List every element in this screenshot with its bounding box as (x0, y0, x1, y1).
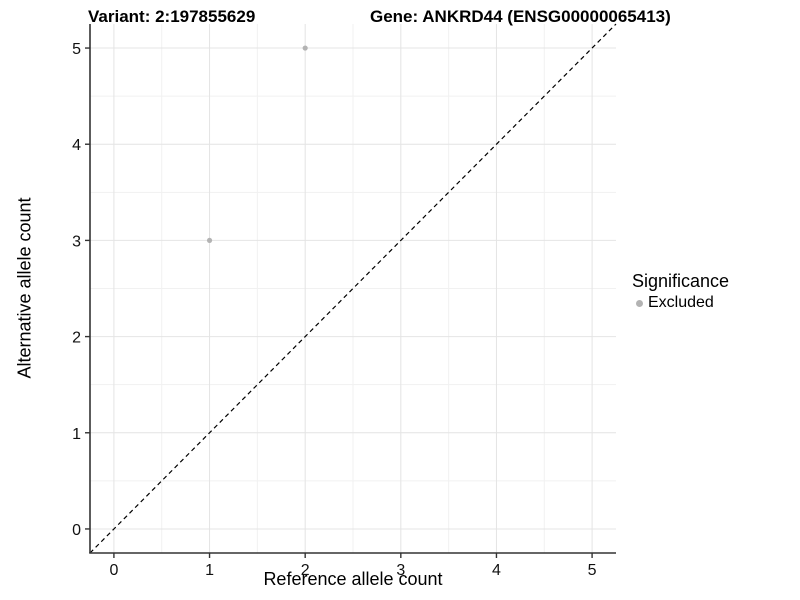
x-tick-label: 5 (588, 562, 597, 579)
y-tick-label: 0 (72, 522, 81, 539)
x-tick-label: 1 (205, 562, 214, 579)
data-point (206, 237, 213, 244)
legend-title: Significance (632, 271, 730, 291)
y-tick-label: 5 (72, 41, 81, 58)
legend-item-excluded: Excluded (632, 294, 729, 312)
legend-item-label: Excluded (648, 294, 714, 311)
x-tick-label: 2 (301, 562, 310, 579)
data-point (302, 45, 308, 51)
x-tick-label: 0 (109, 562, 118, 579)
y-tick-label: 4 (72, 137, 81, 154)
plot-title-gene: Gene: ANKRD44 (ENSG00000065413) (370, 7, 671, 26)
y-tick-label: 2 (72, 330, 81, 347)
x-axis-label: Reference allele count (263, 569, 443, 589)
plot-title-variant: Variant: 2:197855629 (88, 7, 256, 26)
y-tick-label: 1 (72, 426, 81, 443)
y-tick-label: 3 (72, 233, 81, 250)
x-tick-label: 3 (396, 562, 405, 579)
identity-line (89, 23, 617, 554)
legend: Significance Excluded (632, 271, 729, 312)
legend-point-icon (636, 299, 643, 307)
x-tick-label: 4 (492, 562, 501, 579)
y-axis-label: Alternative allele count (14, 197, 35, 379)
